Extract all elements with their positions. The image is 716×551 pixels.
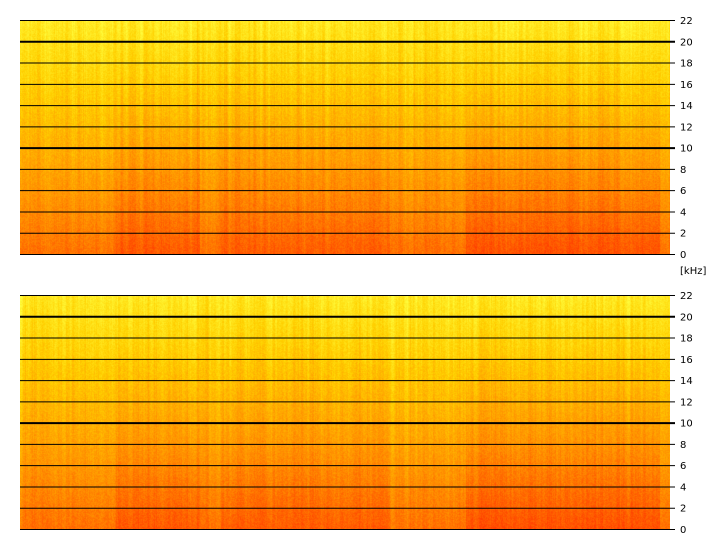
y-tick-label: 10 bbox=[680, 419, 693, 430]
y-tick-label: 2 bbox=[680, 229, 686, 240]
y-tick-label: 14 bbox=[680, 101, 693, 112]
y-tick-label: 4 bbox=[680, 482, 686, 493]
y-tick-label: 14 bbox=[680, 376, 693, 387]
y-tick-label: 0 bbox=[680, 250, 686, 261]
y-tick-label: 22 bbox=[680, 16, 693, 27]
y-tick-label: 20 bbox=[680, 312, 693, 323]
y-tick-label: 10 bbox=[680, 144, 693, 155]
y-tick-label: 12 bbox=[680, 122, 693, 133]
y-tick-label: 8 bbox=[680, 165, 686, 176]
y-tick-label: 8 bbox=[680, 440, 686, 451]
y-tick-label: 20 bbox=[680, 37, 693, 48]
y-tick-label: 16 bbox=[680, 355, 693, 366]
y-tick-label: 4 bbox=[680, 207, 686, 218]
spectrogram-image-top bbox=[20, 20, 670, 254]
y-tick-label: 6 bbox=[680, 186, 686, 197]
y-tick-label: 12 bbox=[680, 397, 693, 408]
y-tick-label: 16 bbox=[680, 80, 693, 91]
frequency-unit-label: [kHz] bbox=[680, 266, 707, 277]
spectrogram-image-bottom bbox=[20, 295, 670, 529]
spectrogram-panel-top: 0 2 4 6 8 10 12 14 16 18 20 22 bbox=[0, 16, 716, 261]
spectrogram-grid-bottom: 0 2 4 6 8 10 12 14 16 18 20 22 bbox=[20, 291, 693, 536]
spectrogram-panel-bottom: 0 2 4 6 8 10 12 14 16 18 20 22 bbox=[0, 291, 716, 536]
y-tick-label: 0 bbox=[680, 525, 686, 536]
y-tick-label: 18 bbox=[680, 334, 693, 345]
y-tick-label: 18 bbox=[680, 59, 693, 70]
y-tick-label: 2 bbox=[680, 504, 686, 515]
spectrogram-grid-top: 0 2 4 6 8 10 12 14 16 18 20 22 bbox=[20, 16, 693, 261]
y-tick-label: 22 bbox=[680, 291, 693, 302]
y-tick-label: 6 bbox=[680, 461, 686, 472]
